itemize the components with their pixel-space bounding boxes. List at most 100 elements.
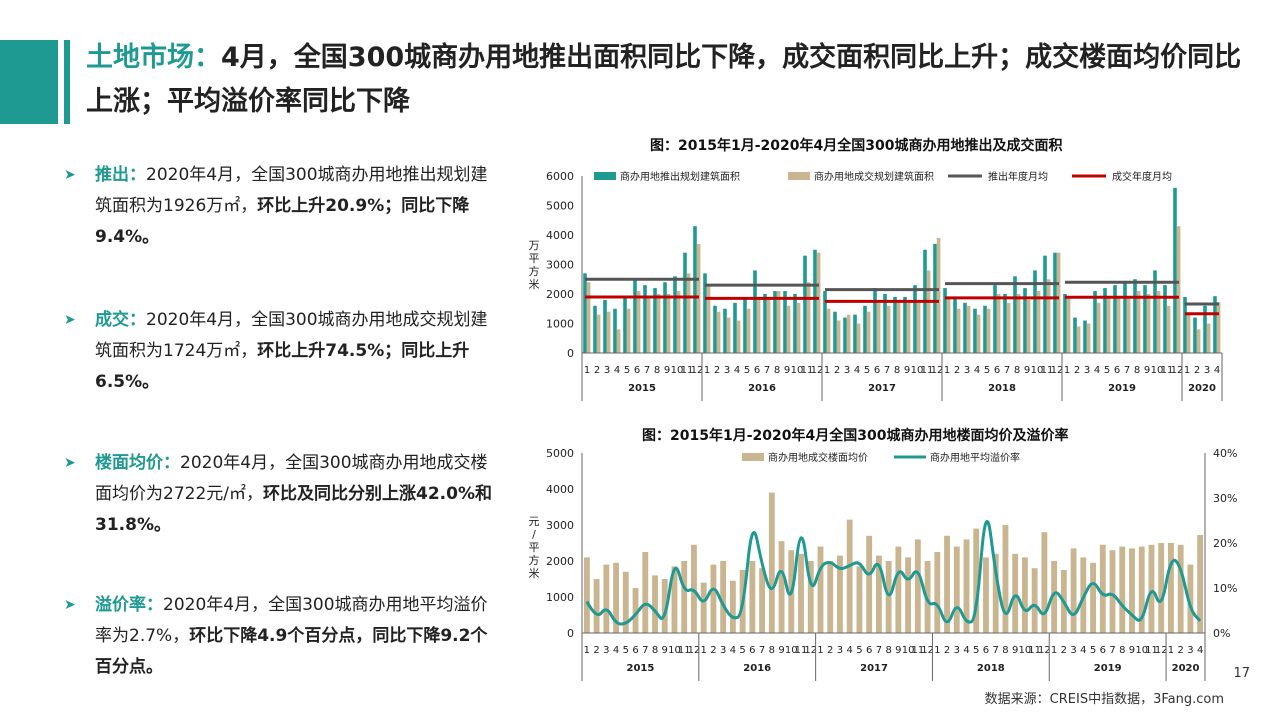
bar-floor-price — [856, 566, 863, 633]
x-tick-label: 8 — [894, 365, 900, 376]
bar-supply-area — [1063, 294, 1067, 353]
x-tick-label: 9 — [1012, 645, 1018, 656]
year-label: 2020 — [1188, 383, 1216, 394]
x-tick-label: 10 — [902, 645, 915, 656]
bar-floor-price — [798, 553, 804, 633]
bar-transaction-area — [1156, 291, 1161, 353]
y-tick-label: 1000 — [546, 318, 574, 331]
bar-transaction-area — [1116, 296, 1121, 353]
x-tick-label: 3 — [604, 365, 610, 376]
bar-transaction-area — [656, 294, 661, 353]
bar-supply-area — [943, 288, 947, 353]
x-tick-label: 10 — [791, 365, 804, 376]
bar-supply-area — [1203, 305, 1207, 353]
y-axis-label: 米 — [529, 567, 540, 580]
bar-floor-price — [992, 553, 999, 633]
bar-supply-area — [633, 279, 637, 353]
x-tick-label: 7 — [1124, 365, 1130, 376]
bar-transaction-area — [1166, 305, 1171, 353]
x-tick-label: 10 — [1151, 365, 1164, 376]
chart1-title: 图：2015年1月-2020年4月全国300城商办用地推出及成交面积 — [650, 138, 1063, 154]
bar-floor-price — [710, 564, 717, 633]
arrow-bullet-icon: ➤ — [64, 167, 76, 183]
bullet-transaction: ➤ 成交：2020年4月，全国300城商办用地成交规划建筑面积为1724万㎡，环… — [64, 305, 494, 398]
bar-supply-area — [973, 308, 977, 353]
bar-floor-price — [681, 561, 688, 633]
bar-floor-price — [983, 557, 989, 633]
x-tick-label: 2 — [593, 645, 599, 656]
bar-transaction-area — [726, 317, 731, 353]
bar-transaction-area — [626, 308, 631, 353]
bar-supply-area — [833, 311, 837, 353]
bar-floor-price — [671, 566, 678, 633]
x-tick-label: 6 — [983, 645, 989, 656]
bar-floor-price — [652, 575, 658, 633]
x-tick-label: 3 — [1187, 645, 1193, 656]
bar-supply-area — [643, 285, 647, 353]
x-tick-label: 11 — [801, 365, 814, 376]
bar-supply-area — [753, 270, 757, 353]
bar-transaction-area — [906, 302, 911, 353]
bar-floor-price — [963, 539, 970, 633]
x-tick-label: 2 — [1061, 645, 1067, 656]
x-tick-label: 11 — [911, 645, 924, 656]
year-label: 2020 — [1172, 663, 1200, 674]
x-tick-label: 7 — [884, 365, 890, 376]
title-accent-bar — [0, 40, 58, 124]
bar-supply-area — [823, 291, 827, 353]
x-tick-label: 6 — [634, 365, 640, 376]
x-tick-label: 11 — [921, 365, 934, 376]
bar-supply-area — [653, 288, 657, 353]
x-tick-label: 11 — [1145, 645, 1158, 656]
x-tick-label: 8 — [1119, 645, 1125, 656]
bar-floor-price — [1177, 544, 1184, 633]
x-tick-label: 12 — [1038, 645, 1051, 656]
bar-transaction-area — [976, 314, 981, 353]
bar-transaction-area — [796, 302, 801, 353]
bar-supply-area — [723, 308, 727, 353]
bar-transaction-area — [1136, 291, 1141, 353]
y-tick-label: 2000 — [546, 288, 574, 301]
bar-transaction-area — [946, 296, 951, 353]
y2-tick-label: 40% — [1213, 447, 1237, 460]
y2-tick-label: 30% — [1213, 492, 1237, 505]
bar-supply-area — [853, 314, 857, 353]
bar-supply-area — [953, 296, 957, 353]
y-tick-label: 0 — [567, 347, 574, 360]
bar-supply-area — [743, 296, 747, 353]
bar-transaction-area — [606, 311, 611, 353]
bullet-key: 楼面均价： — [95, 453, 180, 473]
y-tick-label: 2000 — [546, 555, 574, 568]
year-label: 2019 — [1108, 383, 1136, 394]
bar-floor-price — [934, 552, 941, 633]
y-tick-label: 3000 — [546, 519, 574, 532]
bar-supply-area — [1113, 285, 1117, 353]
x-tick-label: 5 — [973, 645, 979, 656]
x-tick-label: 12 — [688, 645, 701, 656]
chart-price-premium: 0 1000 2000 3000 4000 5000 元/平方米 0% 10% 20% 30% 40%… — [529, 447, 1237, 681]
bar-transaction-area — [1196, 329, 1201, 353]
line-premium-rate — [585, 520, 1202, 626]
bar-floor-price — [583, 557, 590, 633]
bar-transaction-area — [766, 299, 771, 353]
x-tick-label: 2 — [834, 365, 840, 376]
year-label: 2016 — [743, 663, 771, 674]
bullet-text: 2020年4月，全国300城商办用地平均溢价率为2.7%， — [95, 595, 488, 646]
x-tick-label: 4 — [854, 365, 860, 376]
x-tick-label: 6 — [874, 365, 880, 376]
bar-floor-price — [817, 546, 824, 633]
bar-transaction-area — [836, 320, 841, 353]
year-label: 2015 — [626, 663, 654, 674]
y-tick-label: 0 — [567, 627, 574, 640]
title-accent-stripe — [64, 40, 70, 124]
x-tick-label: 10 — [785, 645, 798, 656]
x-tick-label: 9 — [1129, 645, 1135, 656]
x-tick-label: 7 — [642, 645, 648, 656]
x-tick-label: 11 — [681, 365, 694, 376]
bar-supply-area — [593, 305, 597, 353]
x-tick-label: 5 — [864, 365, 870, 376]
bar-transaction-area — [996, 294, 1001, 353]
bar-transaction-area — [686, 273, 691, 353]
bar-transaction-area — [706, 285, 711, 353]
title-rest: 4月，全国300城商办用地推出面积同比下降，成交面积同比上升；成交楼面均价同比上… — [86, 42, 1242, 117]
